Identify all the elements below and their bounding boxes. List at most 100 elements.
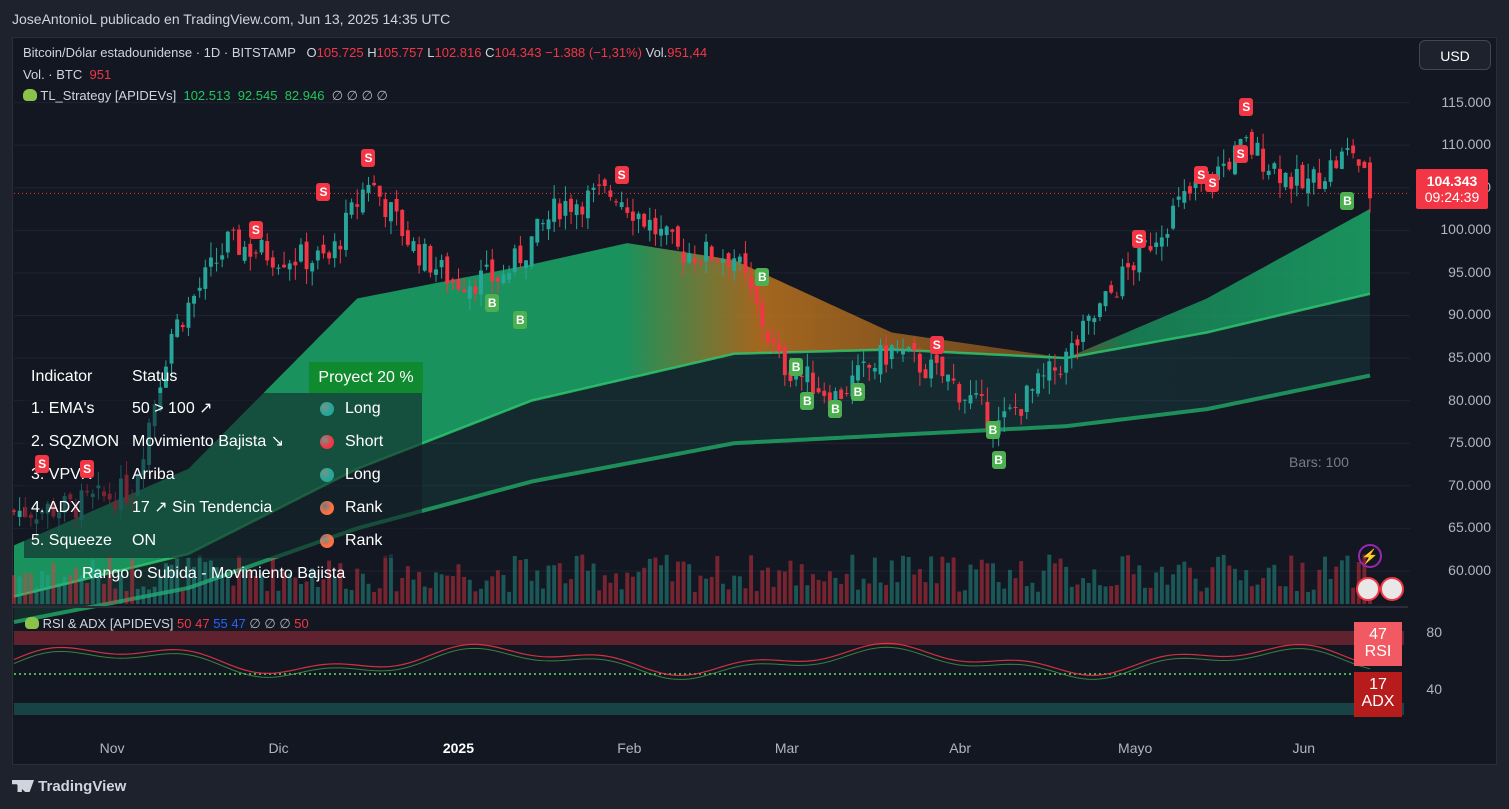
- candle-body: [642, 213, 647, 227]
- volume-bar: [163, 563, 168, 604]
- candle-body: [737, 256, 742, 263]
- volume-bar: [946, 562, 950, 604]
- volume-bar: [507, 591, 512, 604]
- candle-body: [653, 217, 658, 235]
- volume-bar: [715, 556, 720, 604]
- volume-bar: [366, 583, 371, 604]
- candle-body: [692, 257, 697, 264]
- candle-body: [1159, 237, 1164, 247]
- volume-row-label[interactable]: Vol. · BTC: [23, 67, 83, 82]
- candle-body: [377, 185, 382, 197]
- us-flag-icon[interactable]: [1356, 577, 1380, 601]
- volume-bar: [17, 576, 22, 604]
- volume-bar: [1041, 570, 1046, 604]
- time-tick-label: Jun: [1292, 740, 1316, 756]
- volume-bar: [1086, 582, 1091, 604]
- volume-bar: [34, 587, 39, 604]
- volume-bar: [186, 557, 191, 604]
- volume-bar: [940, 556, 945, 604]
- volume-bar: [811, 574, 815, 604]
- volume-bar: [417, 571, 422, 604]
- volume-bar: [1137, 565, 1142, 604]
- rsi-v2: 47: [195, 616, 210, 631]
- volume-bar: [788, 560, 793, 604]
- volume-bar: [1210, 567, 1215, 604]
- volume-bar: [833, 577, 838, 604]
- candle-body: [1345, 148, 1350, 150]
- volume-bar: [51, 562, 56, 604]
- tv-logo-text: TradingView: [38, 778, 127, 795]
- volume-bar: [68, 574, 73, 604]
- volume-bar: [889, 560, 894, 604]
- rsi-axis-80: 80: [1426, 624, 1442, 640]
- rsi-v5: ∅: [249, 616, 261, 631]
- rsi-tag-value: 47: [1369, 626, 1387, 643]
- currency-button[interactable]: USD: [1419, 40, 1491, 70]
- candle-body: [1013, 406, 1018, 409]
- volume-bar: [985, 563, 990, 604]
- candle-body: [878, 345, 883, 375]
- volume-bar: [231, 585, 236, 604]
- candle-body: [355, 204, 360, 207]
- candle-body: [1255, 142, 1260, 156]
- candle-body: [1278, 168, 1282, 184]
- symbol-name[interactable]: Bitcoin/Dólar estadounidense · 1D · BITS…: [23, 45, 296, 60]
- volume-bar: [1019, 561, 1024, 604]
- volume-bar: [57, 582, 61, 604]
- candle-body: [957, 384, 962, 403]
- volume-bar: [96, 567, 101, 604]
- candle-body: [270, 257, 275, 268]
- volume-bar: [321, 579, 326, 604]
- tradingview-logo[interactable]: TradingView: [12, 778, 126, 795]
- volume-bar: [777, 570, 782, 604]
- publish-info: JoseAntonioL publicado en TradingView.co…: [12, 11, 451, 27]
- volume-bar: [411, 579, 416, 604]
- candle-body: [754, 283, 759, 304]
- indicator-status: ON: [132, 532, 156, 549]
- volume-bar: [839, 583, 844, 604]
- lightning-icon[interactable]: ⚡: [1358, 544, 1382, 568]
- candle-body: [1238, 139, 1243, 147]
- volume-bar: [1294, 590, 1299, 604]
- volume-bar: [12, 575, 16, 604]
- candle-body: [1289, 176, 1294, 189]
- candle-body: [816, 388, 821, 393]
- volume-bar: [653, 557, 658, 604]
- volume-bar: [1204, 587, 1209, 604]
- volume-bar: [512, 555, 517, 604]
- us-flag-icon-2[interactable]: [1380, 577, 1404, 601]
- indicator-status: Arriba: [132, 466, 175, 483]
- volume-bar: [197, 555, 202, 604]
- price-tick-label: 75.000: [1448, 434, 1491, 451]
- candle-body: [597, 184, 602, 186]
- candle-body: [265, 241, 270, 261]
- strategy-name[interactable]: TL_Strategy [APIDEVs]: [40, 88, 177, 103]
- ema-lower-band: [14, 293, 1370, 623]
- candle-body: [507, 273, 512, 280]
- volume-bar: [737, 576, 742, 604]
- signal-dot-icon: [320, 435, 334, 449]
- rsi-title[interactable]: RSI & ADX [APIDEVS]: [42, 616, 174, 631]
- volume-bar: [861, 578, 866, 604]
- candle-body: [698, 261, 703, 263]
- volume-bar: [619, 589, 624, 604]
- price-tick-label: 110.000: [1441, 136, 1491, 153]
- buy-signal: B: [485, 293, 500, 312]
- volume-bar: [974, 569, 979, 604]
- candle-body: [422, 243, 427, 271]
- candle-body: [1176, 196, 1181, 200]
- volume-bar: [957, 591, 962, 604]
- volume-bar: [557, 563, 562, 604]
- volume-bar: [1193, 578, 1198, 604]
- bars-note: Bars: 100: [1289, 454, 1349, 470]
- time-tick-label: 2025: [442, 740, 475, 756]
- volume-bar: [1097, 585, 1102, 604]
- candle-body: [1069, 343, 1074, 357]
- candle-body: [501, 274, 506, 284]
- volume-bar: [152, 586, 157, 604]
- indicator-signal: Short: [345, 433, 384, 450]
- volume-bar: [1227, 565, 1232, 604]
- volume-bar: [1261, 578, 1266, 604]
- signal-dot-icon: [320, 468, 334, 482]
